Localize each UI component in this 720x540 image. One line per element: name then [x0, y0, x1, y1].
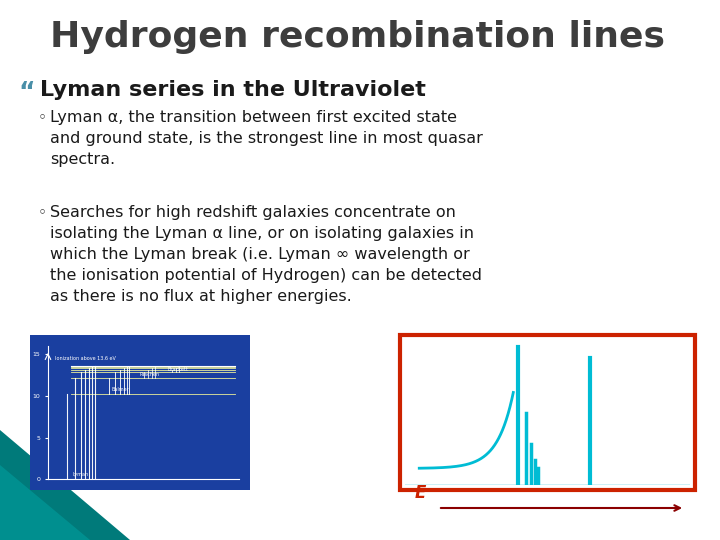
Text: Lyman: Lyman	[73, 472, 89, 477]
Polygon shape	[0, 465, 90, 540]
Bar	[400, 335, 695, 490]
Text: Hydrogen recombination lines: Hydrogen recombination lines	[50, 20, 665, 54]
Text: “: “	[18, 80, 35, 104]
Text: Ionization above 13.6 eV: Ionization above 13.6 eV	[55, 356, 116, 361]
Bar	[30, 335, 250, 490]
Text: Paschen: Paschen	[140, 372, 159, 376]
Text: ◦: ◦	[38, 205, 47, 220]
Text: ◦: ◦	[38, 110, 47, 125]
Text: Lyman series in the Ultraviolet: Lyman series in the Ultraviolet	[40, 80, 426, 100]
Text: Lyman α, the transition between first excited state
and ground state, is the str: Lyman α, the transition between first ex…	[50, 110, 483, 167]
Text: E: E	[415, 484, 426, 502]
Polygon shape	[0, 430, 130, 540]
Text: Searches for high redshift galaxies concentrate on
isolating the Lyman α line, o: Searches for high redshift galaxies conc…	[50, 205, 482, 304]
Y-axis label: Energy: Energy	[24, 400, 30, 424]
Text: Balmer: Balmer	[112, 387, 130, 392]
Text: Brackett: Brackett	[168, 367, 189, 372]
